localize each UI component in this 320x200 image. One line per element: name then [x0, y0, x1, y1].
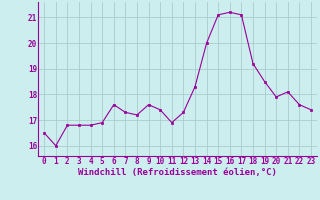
X-axis label: Windchill (Refroidissement éolien,°C): Windchill (Refroidissement éolien,°C) — [78, 168, 277, 177]
